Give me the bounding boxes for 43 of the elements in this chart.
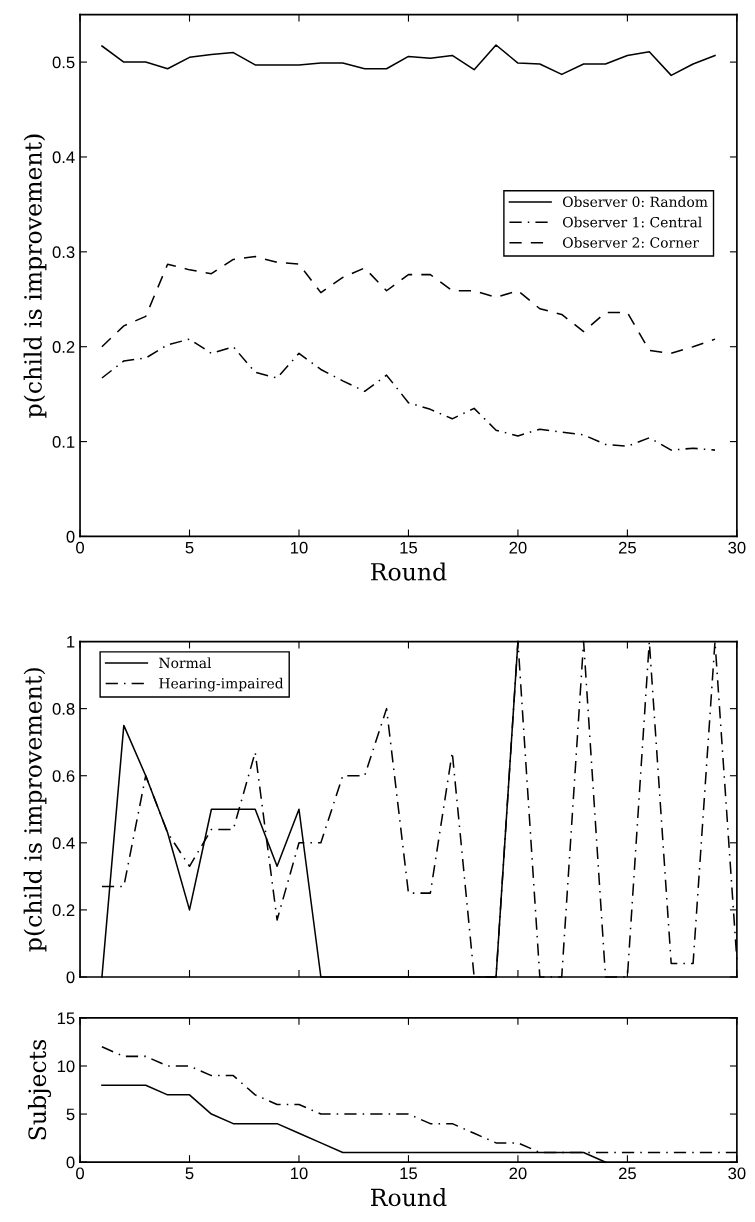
y-tick-label: 0.1 xyxy=(52,435,75,448)
y-tick-label: 5 xyxy=(66,1108,75,1121)
x-tick-label: 0 xyxy=(76,1167,85,1180)
x-axis-title: Round xyxy=(371,562,447,581)
x-tick-label: 20 xyxy=(509,541,527,554)
x-tick-label: 25 xyxy=(618,541,636,554)
y-tick-label: 0 xyxy=(66,530,75,543)
x-tick-label: 30 xyxy=(728,1167,746,1180)
x-tick-label: 15 xyxy=(400,1167,418,1180)
x-tick-label: 10 xyxy=(290,541,308,554)
legend-label: Hearing-impaired xyxy=(159,677,284,692)
x-tick-label: 30 xyxy=(728,541,746,554)
y-tick-label: 0.8 xyxy=(52,703,75,715)
legend-label: Observer 1: Central xyxy=(563,216,702,228)
x-tick-label: 15 xyxy=(400,541,418,554)
y-tick-label: 0.2 xyxy=(52,341,75,353)
x-tick-label: 5 xyxy=(185,1167,194,1180)
x-tick-label: 0 xyxy=(76,541,85,554)
legend-label: Normal xyxy=(159,657,212,669)
x-tick-label: 20 xyxy=(509,1167,527,1180)
x-axis-title: Round xyxy=(371,1188,447,1207)
y-axis-title: Subjects xyxy=(27,1039,52,1140)
legend-label: Observer 0: Random xyxy=(563,196,708,208)
y-tick-label: 0 xyxy=(66,1156,75,1169)
line-series xyxy=(101,255,716,355)
y-tick-label: 0.4 xyxy=(52,151,75,164)
y-tick-label: 0.2 xyxy=(52,904,75,917)
line-series xyxy=(101,338,716,451)
y-tick-label: 0.6 xyxy=(52,770,75,782)
legend-label: Observer 2: Corner xyxy=(563,237,699,248)
y-tick-label: 0.3 xyxy=(52,246,75,259)
x-tick-label: 5 xyxy=(185,541,194,554)
y-tick-label: 0.5 xyxy=(52,56,75,69)
line-series xyxy=(101,44,716,77)
y-tick-label: 0.4 xyxy=(52,837,75,850)
x-tick-label: 10 xyxy=(290,1167,308,1180)
x-tick-label: 25 xyxy=(618,1167,636,1180)
y-tick-label: 10 xyxy=(57,1060,75,1073)
y-axis-title: p(child is improvement) xyxy=(23,134,47,418)
y-axis-title: p(child is improvement) xyxy=(23,668,47,952)
y-tick-label: 15 xyxy=(57,1012,75,1025)
y-tick-label: 0 xyxy=(66,971,75,984)
y-tick-label: 1 xyxy=(67,636,75,648)
